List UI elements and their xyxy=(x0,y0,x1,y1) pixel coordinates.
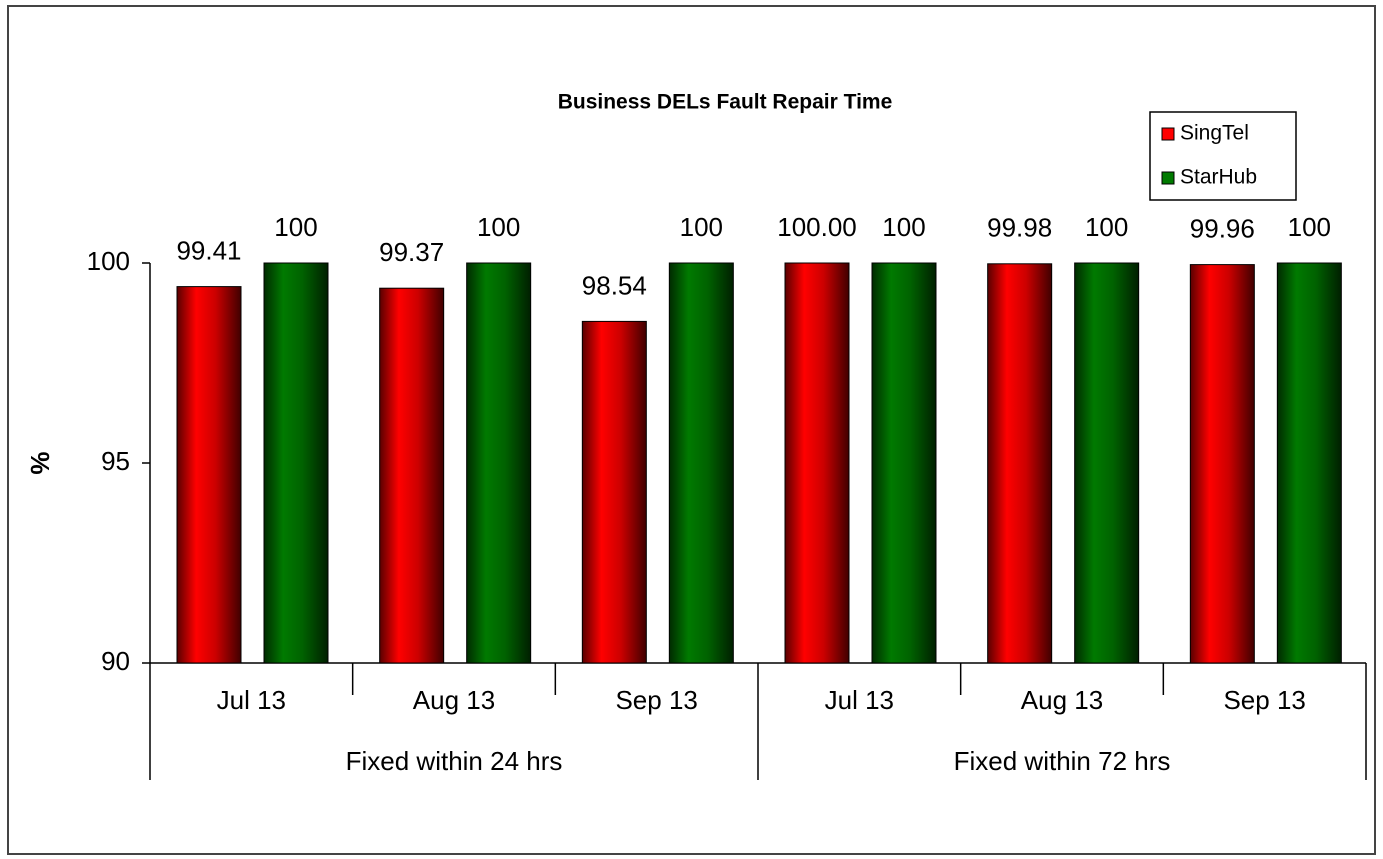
bar xyxy=(581,320,647,664)
data-label: 100 xyxy=(1288,212,1331,242)
bar xyxy=(784,262,850,664)
data-label: 100 xyxy=(680,212,723,242)
data-label: 100.00 xyxy=(777,212,857,242)
legend-box xyxy=(1149,111,1297,201)
y-tick-label: 95 xyxy=(101,446,130,476)
data-label: 100 xyxy=(882,212,925,242)
chart-title: Business DELs Fault Repair Time xyxy=(558,91,893,114)
y-tick-label: 90 xyxy=(101,646,130,676)
bar xyxy=(1074,262,1140,664)
bar xyxy=(871,262,937,664)
y-axis-label: % xyxy=(25,451,55,474)
data-label: 99.37 xyxy=(379,237,444,267)
y-tick-label: 100 xyxy=(87,246,130,276)
legend-swatch xyxy=(1161,171,1175,185)
bar xyxy=(1276,262,1342,664)
data-label: 100 xyxy=(477,212,520,242)
data-label: 99.96 xyxy=(1190,213,1255,243)
data-label: 99.41 xyxy=(176,235,241,265)
data-label: 99.98 xyxy=(987,213,1052,243)
x-tick-label: Aug 13 xyxy=(1021,685,1103,715)
x-tick-label: Aug 13 xyxy=(413,685,495,715)
data-label: 98.54 xyxy=(582,270,647,300)
x-tick-label: Jul 13 xyxy=(217,685,286,715)
group-label: Fixed within 24 hrs xyxy=(346,746,563,776)
x-tick-label: Sep 13 xyxy=(1223,685,1305,715)
bar xyxy=(379,287,445,664)
bar xyxy=(466,262,532,664)
legend-swatch xyxy=(1161,127,1175,141)
bar xyxy=(1189,264,1255,664)
legend-label: SingTel xyxy=(1180,122,1249,145)
data-label: 100 xyxy=(274,212,317,242)
bar xyxy=(668,262,734,664)
legend-label: StarHub xyxy=(1180,166,1257,189)
x-tick-label: Sep 13 xyxy=(615,685,697,715)
bar xyxy=(263,262,329,664)
bar xyxy=(176,286,242,664)
data-label: 100 xyxy=(1085,212,1128,242)
group-label: Fixed within 72 hrs xyxy=(954,746,1171,776)
bar xyxy=(987,263,1053,664)
x-tick-label: Jul 13 xyxy=(825,685,894,715)
